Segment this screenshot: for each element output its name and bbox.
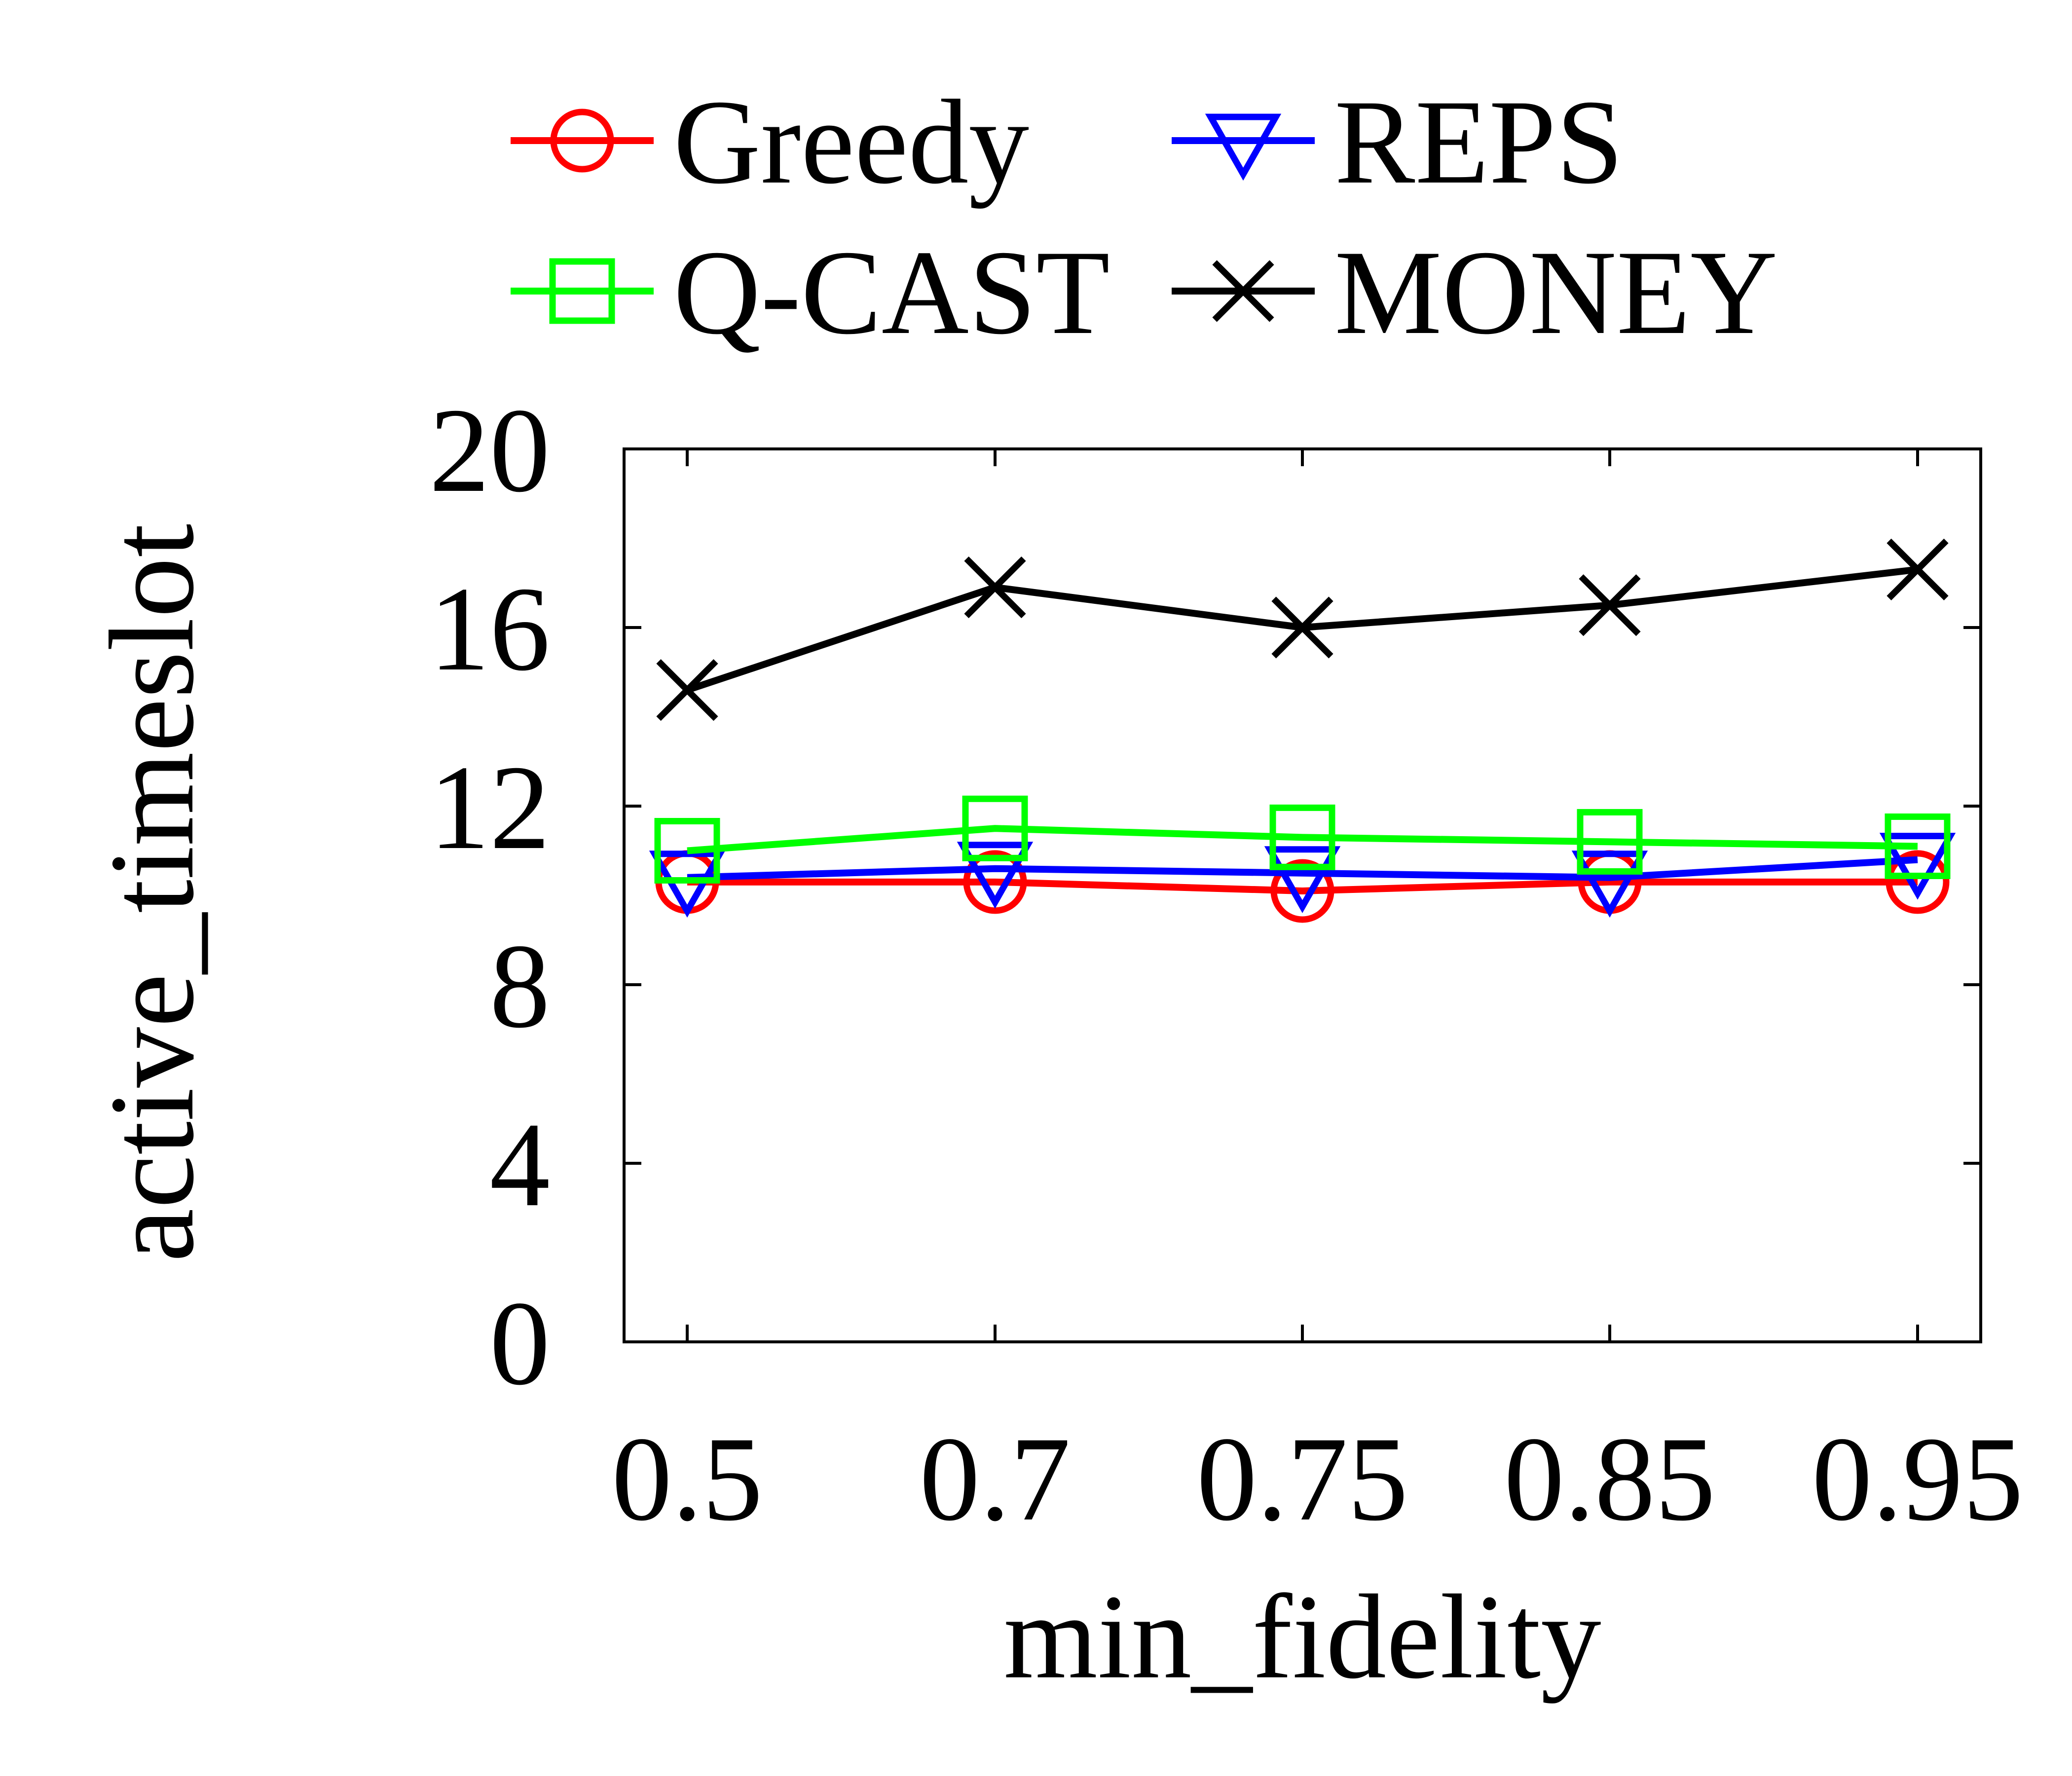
y-tick-label: 20: [429, 383, 550, 517]
data-point-money: [1579, 574, 1641, 636]
y-tick-label: 16: [429, 562, 550, 696]
series-money: [656, 538, 1949, 721]
series-line-greedy: [687, 878, 1918, 894]
data-point-reps: [1264, 846, 1341, 913]
y-tick-label: 0: [490, 1276, 551, 1410]
x-tick-label: 0.85: [1504, 1412, 1716, 1546]
data-point-money: [1887, 538, 1949, 600]
x-axis: 0.5 0.7 0.75 0.85 0.95: [612, 449, 2024, 1546]
legend-marker-reps: [1205, 113, 1282, 181]
data-point-reps: [1571, 851, 1648, 918]
data-point-money: [1271, 596, 1333, 659]
legend-marker-money: [1212, 260, 1274, 322]
data-point-q-cast: [1269, 804, 1335, 870]
x-axis-label: min_fidelity: [1003, 1570, 1601, 1703]
data-point-money: [964, 556, 1026, 619]
legend-item-greedy: Greedy: [511, 75, 1029, 209]
y-axis-label: active_timeslot: [85, 524, 219, 1262]
y-tick-label: 8: [490, 919, 551, 1053]
data-point-greedy: [1886, 850, 1950, 914]
data-point-reps: [1879, 833, 1956, 900]
legend-marker-q-cast: [549, 258, 615, 324]
x-tick-label: 0.95: [1812, 1412, 2024, 1546]
x-tick-label: 0.5: [612, 1412, 763, 1546]
data-point-greedy: [1270, 859, 1334, 923]
data-point-q-cast: [962, 795, 1028, 861]
legend-item-q-cast: Q-CAST: [511, 225, 1110, 359]
legend-label-reps: REPS: [1334, 75, 1624, 209]
legend-label-q-cast: Q-CAST: [673, 225, 1110, 359]
legend: Greedy REPS Q-CAST MONEY: [511, 75, 1777, 359]
legend-item-money: MONEY: [1172, 225, 1777, 359]
x-tick-label: 0.7: [920, 1412, 1071, 1546]
plot-frame: [623, 447, 1982, 1343]
series-q-cast: [654, 795, 1951, 884]
data-point-q-cast: [1577, 809, 1643, 875]
y-axis: 0 4 8 12 16 20: [429, 383, 1981, 1410]
y-tick-label: 12: [429, 740, 550, 874]
data-point-money: [656, 659, 718, 721]
legend-item-reps: REPS: [1172, 75, 1624, 209]
data-point-q-cast: [654, 818, 720, 884]
y-tick-label: 4: [490, 1098, 551, 1231]
legend-label-money: MONEY: [1334, 225, 1777, 359]
legend-label-greedy: Greedy: [673, 75, 1029, 209]
data-point-reps: [957, 842, 1034, 909]
series-line-q-cast: [687, 825, 1918, 854]
data-point-q-cast: [1885, 813, 1951, 879]
data-point-greedy: [963, 850, 1027, 914]
x-tick-label: 0.75: [1197, 1412, 1408, 1546]
series-layer: [649, 538, 1956, 923]
series-line-reps: [687, 856, 1918, 881]
legend-marker-greedy: [550, 109, 614, 173]
